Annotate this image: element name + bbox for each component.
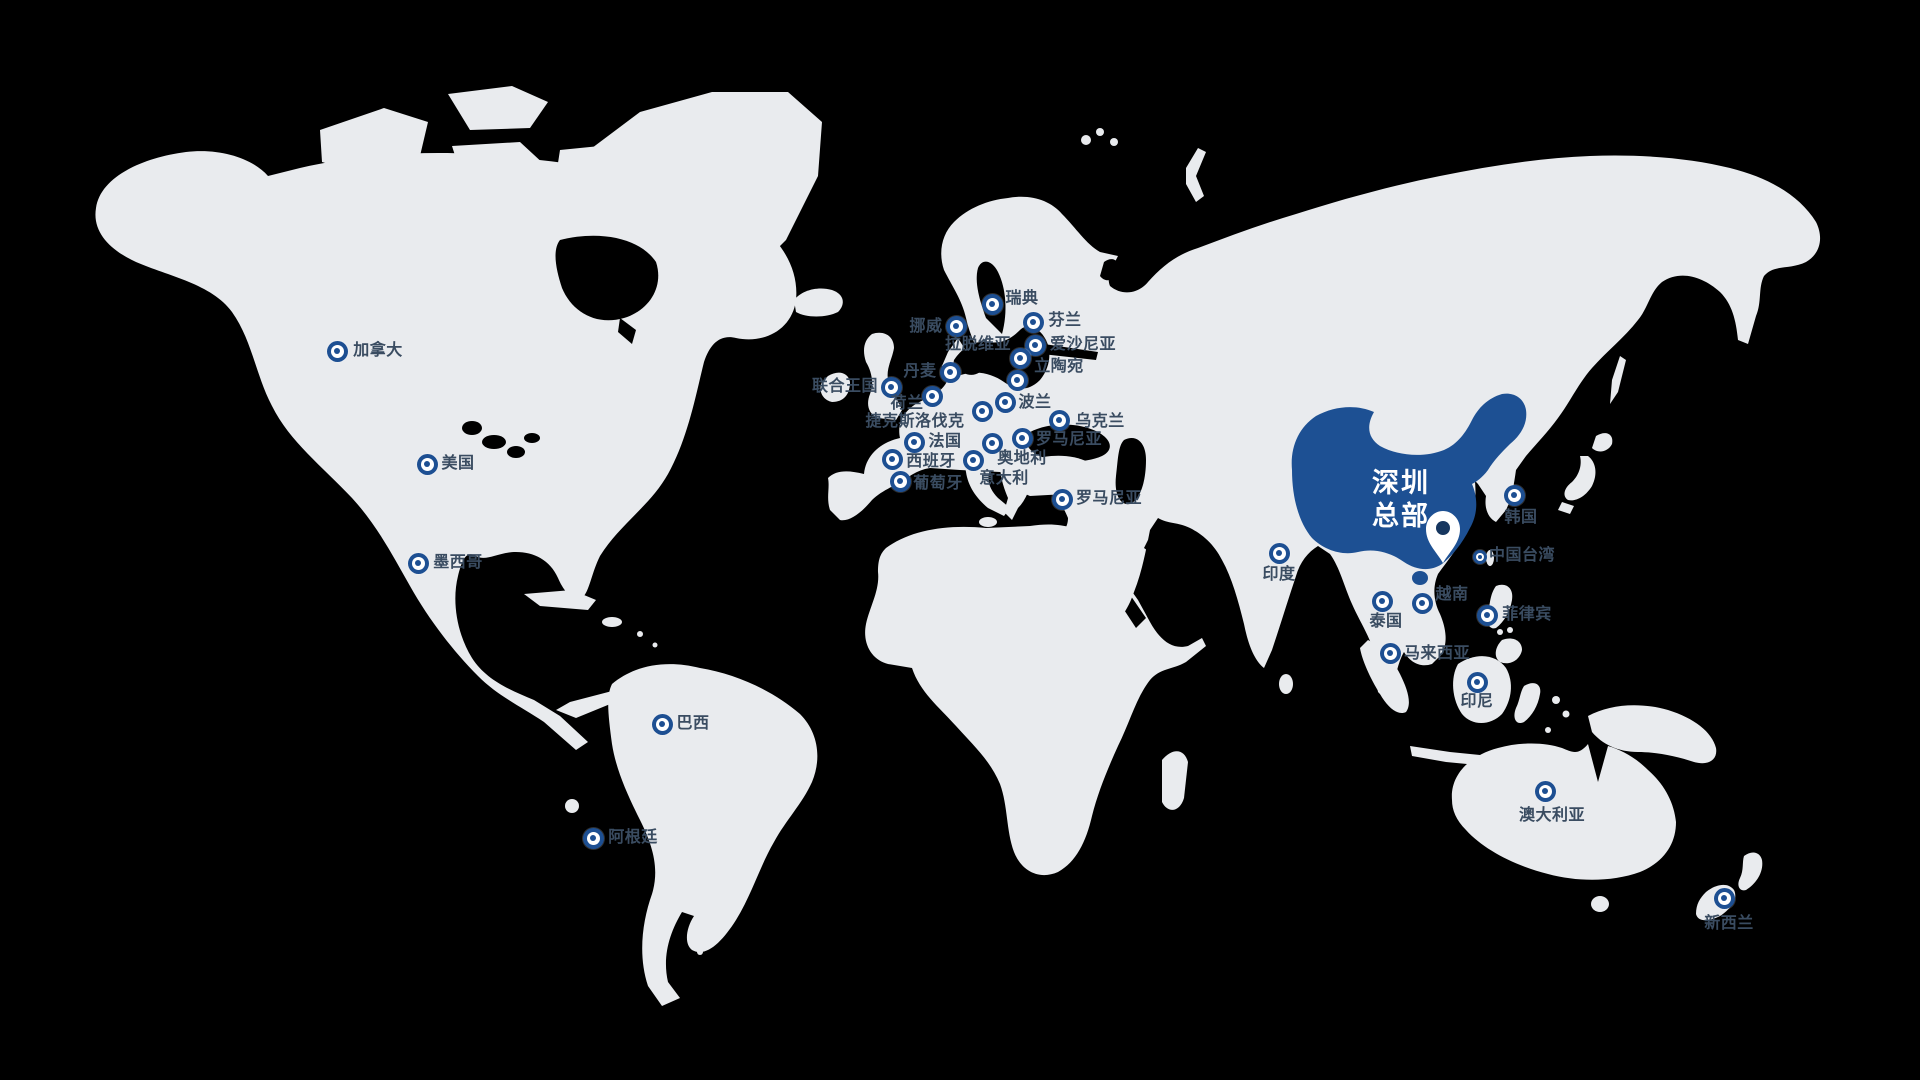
label-ukraine: 乌克兰 bbox=[1075, 413, 1125, 430]
marker-france[interactable] bbox=[903, 431, 925, 453]
label-romania-south: 罗马尼亚 bbox=[1075, 490, 1143, 507]
hainan-island bbox=[1412, 571, 1428, 585]
label-malaysia: 马来西亚 bbox=[1403, 645, 1471, 662]
marker-poland[interactable] bbox=[994, 391, 1016, 413]
headquarters-label-line1: 深圳 bbox=[1372, 468, 1430, 498]
landmass-new-guinea bbox=[1588, 705, 1717, 764]
label-brazil: 巴西 bbox=[676, 715, 710, 732]
label-australia: 澳大利亚 bbox=[1518, 807, 1586, 824]
marker-romania-south[interactable] bbox=[1051, 488, 1073, 510]
marker-finland[interactable] bbox=[1022, 311, 1044, 333]
label-romania-north: 罗马尼亚 bbox=[1035, 431, 1103, 448]
marker-argentina[interactable] bbox=[582, 827, 604, 849]
marker-sweden[interactable] bbox=[981, 293, 1003, 315]
china-region-highlight[interactable] bbox=[1291, 393, 1527, 585]
label-mexico: 墨西哥 bbox=[433, 554, 483, 571]
label-italy: 意大利 bbox=[979, 470, 1029, 487]
marker-philippines[interactable] bbox=[1476, 604, 1498, 626]
headquarters-label-line2: 总部 bbox=[1372, 501, 1430, 531]
label-czech-slovakia: 捷克斯洛伐克 bbox=[865, 413, 965, 430]
label-denmark: 丹麦 bbox=[903, 363, 937, 380]
marker-brazil[interactable] bbox=[651, 713, 673, 735]
marker-lithuania[interactable] bbox=[1006, 369, 1028, 391]
landmass-japan bbox=[1592, 433, 1613, 452]
marker-taiwan-china[interactable] bbox=[1473, 550, 1487, 564]
marker-denmark[interactable] bbox=[939, 361, 961, 383]
label-united-kingdom: 联合王国 bbox=[811, 378, 879, 395]
marker-netherlands[interactable] bbox=[921, 385, 943, 407]
marker-south-korea[interactable] bbox=[1503, 484, 1525, 506]
label-latvia: 拉脱维亚 bbox=[944, 336, 1012, 353]
label-finland: 芬兰 bbox=[1048, 312, 1082, 329]
label-thailand: 泰国 bbox=[1369, 613, 1403, 630]
marker-vietnam[interactable] bbox=[1411, 592, 1433, 614]
marker-indonesia[interactable] bbox=[1466, 671, 1488, 693]
marker-spain[interactable] bbox=[881, 448, 903, 470]
marker-australia[interactable] bbox=[1534, 780, 1556, 802]
label-india: 印度 bbox=[1262, 566, 1296, 583]
landmass-iceland bbox=[794, 288, 843, 317]
marker-united-kingdom[interactable] bbox=[880, 376, 902, 398]
marker-india[interactable] bbox=[1268, 542, 1290, 564]
label-taiwan-china: 中国台湾 bbox=[1488, 547, 1556, 564]
landmass-south-america bbox=[608, 664, 818, 1006]
label-norway: 挪威 bbox=[909, 318, 943, 335]
marker-malaysia[interactable] bbox=[1379, 642, 1401, 664]
marker-italy[interactable] bbox=[962, 449, 984, 471]
label-canada: 加拿大 bbox=[353, 342, 403, 359]
marker-mexico[interactable] bbox=[407, 552, 429, 574]
marker-portugal[interactable] bbox=[889, 470, 911, 492]
label-lithuania: 立陶宛 bbox=[1034, 358, 1084, 375]
label-austria: 奥地利 bbox=[997, 450, 1047, 467]
marker-romania-north[interactable] bbox=[1011, 427, 1033, 449]
marker-new-zealand[interactable] bbox=[1713, 887, 1735, 909]
label-usa: 美国 bbox=[441, 455, 475, 472]
marker-thailand[interactable] bbox=[1371, 590, 1393, 612]
label-estonia: 爱沙尼亚 bbox=[1049, 336, 1117, 353]
label-spain: 西班牙 bbox=[906, 453, 956, 470]
landmass-sumatra bbox=[1360, 640, 1409, 714]
label-indonesia: 印尼 bbox=[1460, 693, 1494, 710]
marker-canada[interactable] bbox=[326, 340, 348, 362]
label-portugal: 葡萄牙 bbox=[913, 475, 963, 492]
label-sweden: 瑞典 bbox=[1005, 290, 1039, 307]
label-netherlands: 荷兰 bbox=[890, 395, 924, 412]
landmass-australia bbox=[1451, 743, 1676, 880]
label-france: 法国 bbox=[928, 433, 962, 450]
marker-estonia[interactable] bbox=[1024, 334, 1046, 356]
marker-ukraine[interactable] bbox=[1048, 409, 1070, 431]
marker-latvia[interactable] bbox=[1009, 347, 1031, 369]
landmass-anatolia bbox=[1013, 455, 1098, 496]
label-south-korea: 韩国 bbox=[1504, 509, 1538, 526]
label-new-zealand: 新西兰 bbox=[1704, 915, 1754, 932]
headquarters-label: 深圳 总部 bbox=[1372, 467, 1430, 533]
marker-norway[interactable] bbox=[945, 315, 967, 337]
landmass-new-zealand bbox=[1738, 852, 1763, 891]
marker-czech-slovakia[interactable] bbox=[971, 400, 993, 422]
marker-austria[interactable] bbox=[981, 432, 1003, 454]
headquarters-pin-icon[interactable] bbox=[1426, 511, 1460, 563]
label-vietnam: 越南 bbox=[1435, 586, 1469, 603]
landmass-britain bbox=[864, 332, 902, 420]
label-poland: 波兰 bbox=[1018, 394, 1052, 411]
label-argentina: 阿根廷 bbox=[608, 829, 658, 846]
marker-usa[interactable] bbox=[416, 453, 438, 475]
label-philippines: 菲律宾 bbox=[1502, 606, 1552, 623]
